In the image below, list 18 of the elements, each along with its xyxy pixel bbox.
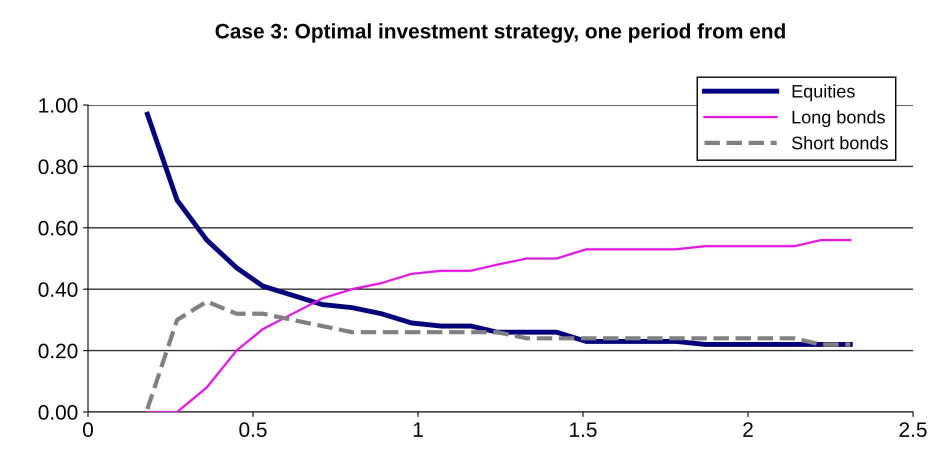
line-series — [145, 299, 852, 412]
legend-label: Short bonds — [792, 136, 888, 150]
x-tick-label: 1 — [414, 422, 423, 437]
x-tick-label: 1.5 — [570, 422, 597, 438]
chart-title: Case 3: Optimal investment strategy, one period from end — [216, 23, 785, 43]
x-tick-label: 0 — [83, 422, 93, 438]
x-tick-label: 2.5 — [900, 422, 927, 438]
y-tick-label: 0.40 — [38, 282, 78, 297]
legend-label: Equities — [792, 84, 855, 102]
y-tick-label: 0.80 — [38, 159, 78, 174]
x-tick-label: 2 — [743, 422, 753, 437]
legend-label: Long bonds — [792, 110, 885, 128]
y-tick-label: 1.00 — [39, 98, 78, 113]
line-series — [146, 239, 852, 412]
y-tick-label: 0.00 — [38, 405, 78, 420]
y-tick-label: 0.60 — [38, 220, 78, 236]
x-tick-label: 0.5 — [239, 422, 267, 438]
y-tick-label: 0.20 — [38, 344, 78, 358]
